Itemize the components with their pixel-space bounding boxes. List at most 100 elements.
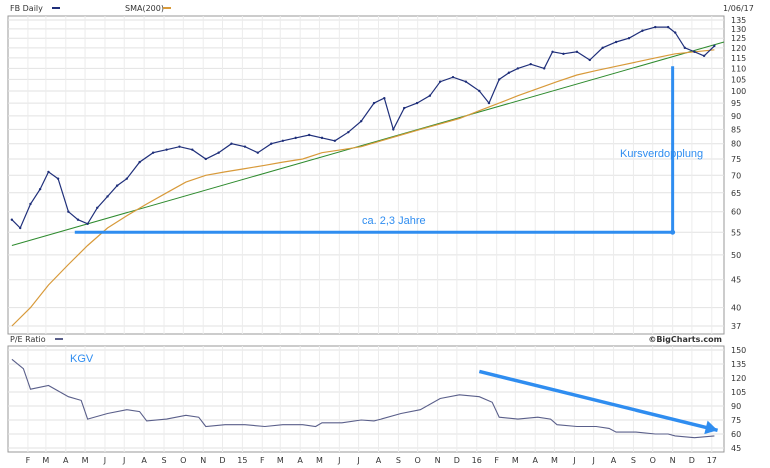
- price-point: [601, 46, 604, 50]
- price-y-tick: 95: [731, 99, 741, 108]
- price-point: [56, 177, 60, 180]
- pe-y-tick: 135: [731, 360, 746, 369]
- price-point: [451, 75, 455, 79]
- price-y-tick: 120: [731, 44, 746, 53]
- price-series-group: [10, 25, 725, 327]
- price-y-tick: 50: [731, 251, 741, 260]
- price-point: [478, 89, 481, 93]
- x-tick-label: N: [200, 456, 206, 465]
- price-point: [320, 136, 324, 140]
- price-point: [507, 71, 511, 74]
- pe-y-tick: 105: [731, 388, 746, 397]
- x-tick-label: M: [551, 456, 558, 465]
- x-tick-label: S: [162, 456, 167, 465]
- price-y-tick: 55: [731, 228, 741, 237]
- x-tick-label: 17: [707, 456, 717, 465]
- x-tick-label: O: [415, 456, 421, 465]
- trend-line: [11, 41, 725, 246]
- price-point: [67, 210, 70, 213]
- x-tick-label: J: [122, 456, 125, 465]
- price-y-tick: 110: [731, 64, 746, 73]
- price-y-tick: 80: [731, 140, 741, 149]
- price-point: [138, 160, 141, 164]
- price-point: [673, 31, 677, 34]
- price-point: [115, 184, 119, 187]
- price-y-tick: 115: [731, 54, 746, 63]
- price-y-tick: 135: [731, 16, 746, 25]
- x-tick-label: D: [689, 456, 695, 465]
- price-point: [627, 36, 631, 40]
- price-point: [165, 148, 168, 151]
- price-point: [347, 130, 350, 134]
- price-y-tick: 75: [731, 155, 741, 164]
- price-point: [178, 145, 181, 148]
- price-line: [11, 26, 715, 230]
- price-y-tick: 100: [731, 87, 746, 96]
- price-point: [125, 177, 128, 180]
- price-point: [588, 58, 591, 62]
- pe-y-tick: 75: [731, 416, 741, 425]
- price-point: [76, 218, 80, 221]
- price-y-tick: 105: [731, 75, 746, 84]
- price-point: [575, 50, 579, 54]
- price-point: [333, 139, 337, 142]
- price-point: [403, 106, 406, 110]
- pe-y-tick: 90: [731, 402, 741, 411]
- pe-line: [11, 358, 715, 439]
- price-point: [438, 80, 442, 83]
- x-tick-label: O: [650, 456, 656, 465]
- x-tick-label: M: [512, 456, 519, 465]
- price-point: [713, 44, 716, 48]
- price-point: [96, 206, 99, 210]
- chart-date: 1/06/17: [723, 4, 754, 13]
- price-point: [19, 226, 22, 230]
- price-point: [86, 222, 89, 226]
- x-tick-label: N: [435, 456, 441, 465]
- price-point: [529, 62, 532, 66]
- price-point: [10, 218, 14, 221]
- x-tick-label: 15: [237, 456, 247, 465]
- price-point: [614, 40, 618, 44]
- x-tick-label: M: [316, 456, 323, 465]
- x-tick-label: A: [63, 456, 69, 465]
- x-tick-label: D: [219, 456, 225, 465]
- price-point: [702, 54, 706, 58]
- pe-y-axis: 150 135 120 105 90 75 60 45: [731, 346, 746, 453]
- price-point: [230, 142, 233, 145]
- price-point: [243, 145, 247, 148]
- price-point: [498, 78, 501, 81]
- price-point: [38, 187, 42, 191]
- arrow-head: [704, 420, 718, 435]
- sma-line: [11, 49, 715, 327]
- x-tick-label: F: [26, 456, 31, 465]
- x-tick-label: N: [670, 456, 676, 465]
- pe-y-tick: 120: [731, 374, 746, 383]
- price-y-tick: 45: [731, 276, 741, 285]
- x-tick-label: J: [337, 456, 340, 465]
- x-tick-label: A: [532, 456, 538, 465]
- price-point: [270, 142, 273, 145]
- price-point: [551, 50, 554, 54]
- x-tick-label: M: [82, 456, 89, 465]
- x-tick-label: A: [611, 456, 617, 465]
- ticker-title: FB Daily: [10, 4, 43, 13]
- x-tick-label: D: [454, 456, 460, 465]
- price-y-tick: 65: [731, 189, 741, 198]
- price-point: [204, 157, 207, 161]
- price-y-tick: 37: [731, 322, 741, 331]
- price-point: [359, 119, 363, 123]
- price-point: [392, 128, 395, 131]
- price-y-tick: 125: [731, 34, 746, 43]
- price-point: [666, 25, 670, 29]
- price-point: [641, 29, 644, 32]
- x-tick-label: J: [356, 456, 359, 465]
- pe-y-tick: 60: [731, 430, 741, 439]
- x-tick-label: M: [277, 456, 284, 465]
- pe-series-group: [11, 358, 715, 439]
- price-grid: [8, 16, 724, 334]
- price-point: [683, 46, 687, 50]
- pe-grid: [8, 346, 724, 452]
- bigcharts-watermark: ©BigCharts.com: [648, 335, 722, 344]
